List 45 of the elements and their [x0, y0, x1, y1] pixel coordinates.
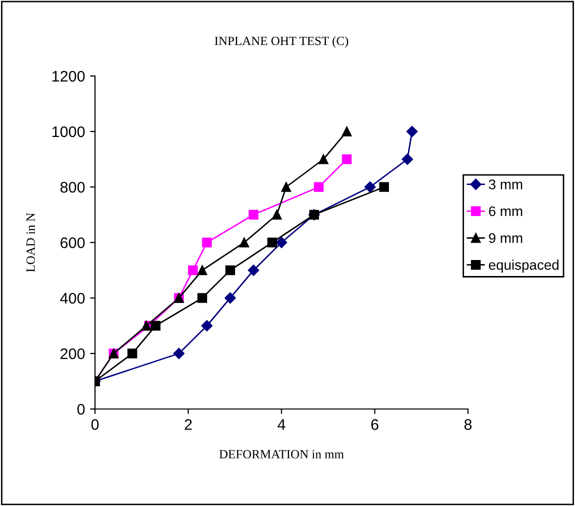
- point: [281, 182, 292, 192]
- point: [197, 293, 208, 303]
- point: [272, 210, 282, 220]
- point: [318, 154, 328, 164]
- x-tick-label: 0: [91, 419, 99, 430]
- point: [150, 320, 160, 331]
- point: [342, 154, 352, 164]
- point: [402, 154, 413, 165]
- point: [248, 210, 258, 220]
- point: [314, 182, 324, 192]
- point: [406, 126, 418, 138]
- x-tick-label: 8: [464, 419, 472, 430]
- point: [225, 265, 236, 276]
- point: [173, 348, 185, 360]
- point: [201, 320, 213, 332]
- y-tick-label: 0: [77, 404, 85, 415]
- legend-label: 9 mm: [488, 233, 522, 243]
- x-tick-label: 6: [371, 419, 378, 430]
- legend-label: 3 mm: [488, 179, 522, 190]
- point: [248, 264, 260, 276]
- y-tick-label: 800: [60, 182, 85, 193]
- y-tick-label: 600: [60, 237, 85, 248]
- point: [127, 348, 138, 358]
- legend-label: equispaced: [488, 260, 558, 273]
- point: [379, 182, 389, 192]
- y-tick-label: 1000: [52, 126, 85, 138]
- point: [224, 292, 236, 304]
- y-axis-title: LOAD in N: [26, 212, 35, 272]
- x-axis-title: DEFORMATION in mm: [219, 450, 344, 458]
- y-tick-label: 400: [60, 292, 85, 304]
- point: [202, 238, 212, 248]
- point: [364, 181, 376, 193]
- y-tick-label: 200: [60, 348, 85, 360]
- x-tick-label: 2: [184, 419, 192, 430]
- x-tick-label: 4: [278, 419, 286, 430]
- y-tick-label: 1200: [52, 70, 85, 82]
- point: [276, 236, 288, 248]
- point: [239, 238, 250, 248]
- point: [188, 265, 198, 276]
- point: [342, 126, 352, 136]
- point: [267, 238, 278, 248]
- point: [141, 320, 152, 331]
- legend-label: 6 mm: [489, 206, 522, 216]
- chart-title: INPLANE OHT TEST (C): [214, 36, 348, 48]
- point: [197, 265, 208, 276]
